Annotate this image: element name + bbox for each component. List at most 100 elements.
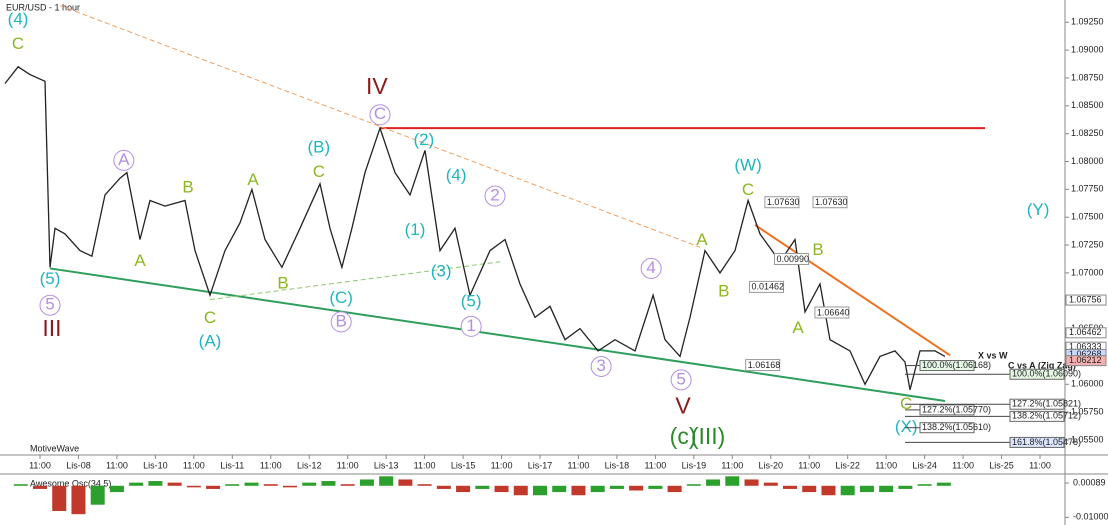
- osc-tick-label: -0.01000: [1073, 512, 1108, 522]
- fib-label: 138.2%(1.05610): [922, 422, 991, 432]
- x-tick-label: Lis-25: [989, 460, 1014, 470]
- x-tick-label: Lis-12: [297, 460, 322, 470]
- wave-circle: [640, 257, 662, 279]
- wave-label: (A): [199, 331, 222, 350]
- osc-bar: [763, 482, 778, 486]
- wave-label: (W): [734, 155, 761, 174]
- trend-line: [754, 224, 951, 357]
- x-tick-label: 11:00: [644, 460, 666, 470]
- wave-label: B: [182, 178, 193, 197]
- wave-label: 3: [596, 356, 605, 375]
- wave-label: A: [696, 230, 708, 249]
- y-tick-label: 1.07000: [1071, 267, 1104, 277]
- osc-bar: [725, 476, 740, 486]
- footer-brand: MotiveWave: [30, 443, 79, 453]
- osc-bar: [436, 485, 451, 489]
- x-tick-label: Lis-19: [682, 460, 707, 470]
- wave-label: (Y): [1027, 200, 1050, 219]
- osc-bar: [71, 485, 86, 515]
- wave-label: 4: [646, 258, 655, 277]
- y-tick-label: 1.05750: [1071, 406, 1104, 416]
- x-tick-label: 11:00: [798, 460, 820, 470]
- fib-box: [1009, 436, 1065, 448]
- wave-label: C: [313, 162, 325, 181]
- osc-bar: [244, 482, 259, 486]
- osc-bar: [321, 481, 336, 486]
- osc-bar: [706, 479, 721, 486]
- fib-box: [919, 360, 975, 372]
- y-tick-label: 1.09250: [1071, 17, 1104, 27]
- fib-box: [1009, 398, 1065, 410]
- fib-set-name: X vs W: [978, 350, 1008, 360]
- wave-label: (C): [329, 288, 353, 307]
- y-tick-label: 1.05500: [1071, 434, 1104, 444]
- x-tick-label: 11:00: [414, 460, 436, 470]
- measure-label: 1.06168: [748, 360, 781, 370]
- fib-label: 100.0%(1.06168): [922, 360, 991, 370]
- wave-label: C: [900, 394, 912, 413]
- osc-bar: [206, 485, 221, 489]
- wave-label: IV: [366, 73, 388, 99]
- trend-line: [49, 267, 946, 402]
- wave-label: (c): [670, 423, 697, 449]
- measure-label: 0.00990: [777, 254, 810, 264]
- osc-bar: [667, 485, 682, 493]
- osc-bar: [225, 484, 240, 486]
- x-tick-label: 11:00: [183, 460, 205, 470]
- osc-bar: [533, 485, 547, 496]
- fib-label: 127.2%(1.05821): [1012, 399, 1081, 409]
- fib-box: [919, 422, 975, 434]
- osc-bar: [898, 485, 913, 489]
- price-tag: [1065, 294, 1107, 306]
- osc-bar: [379, 476, 394, 486]
- measure-box: [745, 359, 781, 372]
- x-tick-label: Lis-15: [451, 460, 476, 470]
- osc-bar: [590, 485, 605, 493]
- wave-label: (1): [405, 220, 426, 239]
- wave-label: C: [204, 308, 216, 327]
- osc-bar: [13, 484, 28, 486]
- y-tick-label: 1.06000: [1071, 379, 1104, 389]
- x-tick-label: 11:00: [106, 460, 128, 470]
- osc-bar: [33, 485, 47, 489]
- fib-box: [1009, 368, 1065, 380]
- osc-bar: [879, 485, 894, 493]
- osc-bar: [629, 485, 644, 491]
- fib-label: 100.0%(1.06090): [1012, 369, 1081, 379]
- y-tick-label: 1.08500: [1071, 100, 1104, 110]
- osc-bar: [744, 479, 759, 486]
- chart-title: EUR/USD - 1 hour: [6, 2, 80, 12]
- y-tick-label: 1.07250: [1071, 239, 1104, 249]
- wave-label: A: [118, 150, 130, 169]
- measure-box: [774, 253, 810, 266]
- y-tick-label: 1.07500: [1071, 212, 1104, 222]
- x-tick-label: 11:00: [337, 460, 359, 470]
- wave-circle: [484, 185, 506, 207]
- trend-line: [59, 5, 701, 248]
- x-tick-label: Lis-13: [374, 460, 399, 470]
- osc-bar: [840, 485, 855, 496]
- y-tick-label: 1.08750: [1071, 72, 1104, 82]
- x-tick-label: 11:00: [260, 460, 282, 470]
- wave-label: (2): [413, 130, 434, 149]
- osc-bar: [552, 485, 567, 493]
- osc-bar: [686, 484, 701, 486]
- price-tag-label: 1.06756: [1069, 294, 1102, 304]
- osc-bar: [936, 482, 951, 486]
- osc-bar: [148, 481, 163, 486]
- trend-line: [209, 261, 501, 301]
- price-tag: [1065, 355, 1107, 367]
- wave-label: C: [374, 104, 386, 123]
- osc-bar: [263, 484, 278, 486]
- x-tick-label: 11:00: [721, 460, 743, 470]
- wave-circle: [460, 315, 482, 337]
- y-tick-label: 1.09000: [1071, 44, 1104, 54]
- osc-bar: [186, 485, 201, 488]
- x-tick-label: Lis-20: [759, 460, 784, 470]
- x-tick-label: 11:00: [952, 460, 974, 470]
- x-tick-label: 11:00: [29, 460, 51, 470]
- osc-bar: [821, 485, 836, 496]
- osc-bar: [167, 482, 182, 486]
- wave-circle: [369, 104, 391, 126]
- osc-bar: [917, 484, 932, 486]
